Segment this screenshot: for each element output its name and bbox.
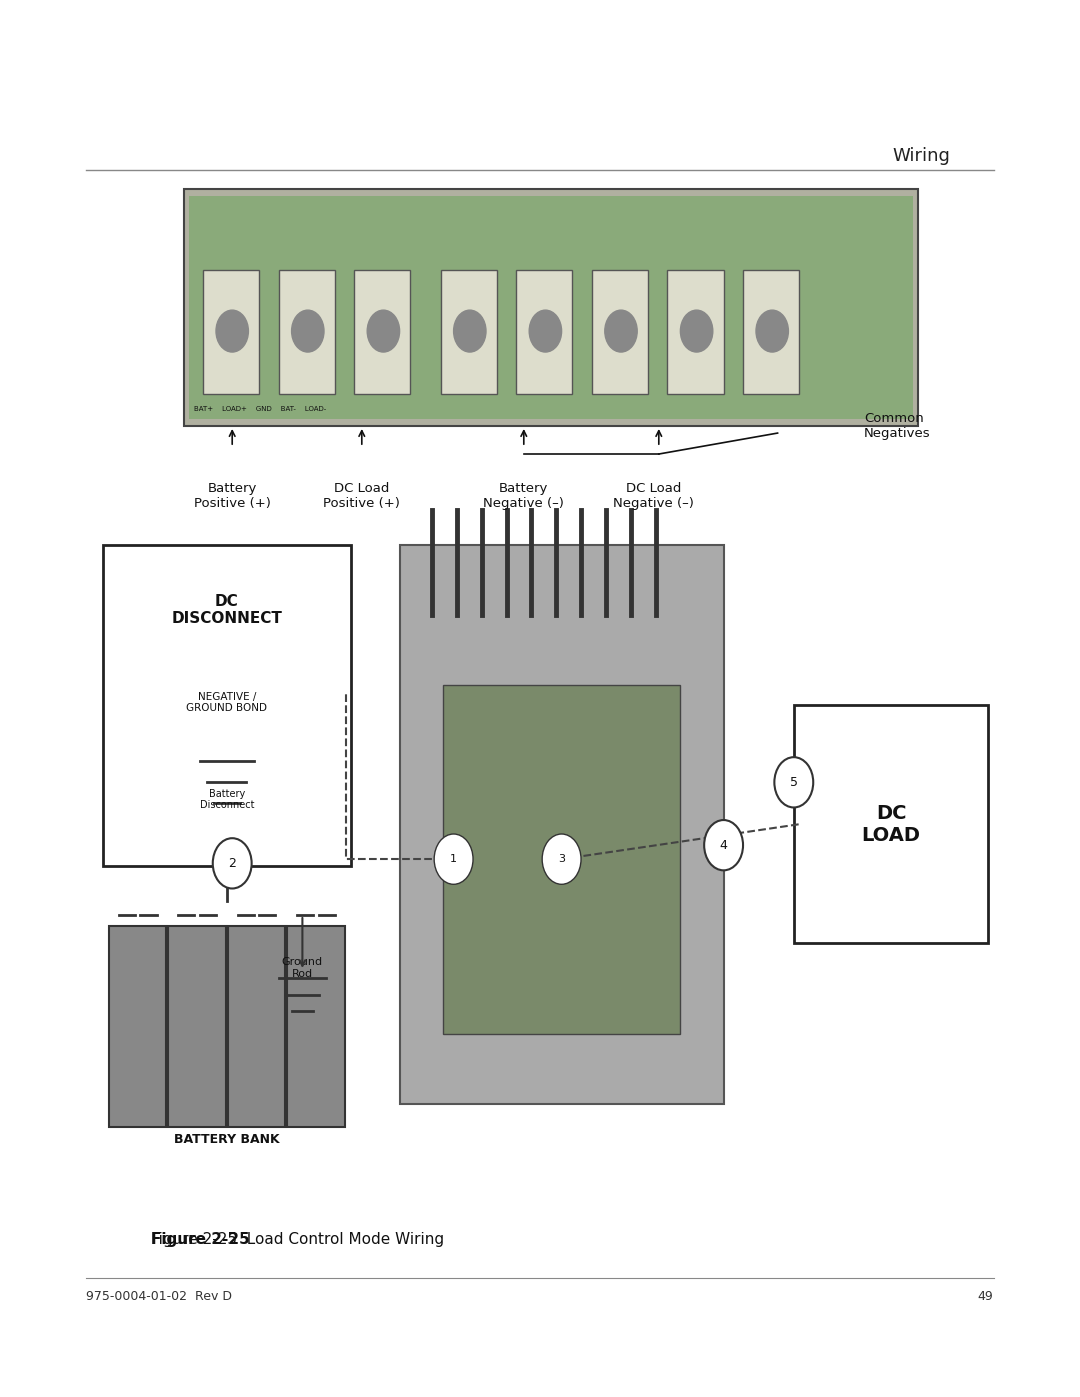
FancyBboxPatch shape	[743, 270, 799, 394]
FancyBboxPatch shape	[592, 270, 648, 394]
FancyBboxPatch shape	[516, 270, 572, 394]
Circle shape	[529, 310, 562, 352]
FancyBboxPatch shape	[168, 926, 226, 1127]
Text: 4: 4	[719, 838, 728, 852]
Text: DC Load
Positive (+): DC Load Positive (+)	[323, 482, 401, 510]
Text: 1: 1	[450, 854, 457, 865]
Text: 975-0004-01-02  Rev D: 975-0004-01-02 Rev D	[86, 1289, 232, 1303]
FancyBboxPatch shape	[287, 926, 345, 1127]
FancyBboxPatch shape	[794, 705, 988, 943]
Text: Ground
Rod: Ground Rod	[282, 957, 323, 978]
Circle shape	[756, 310, 788, 352]
FancyBboxPatch shape	[203, 270, 259, 394]
FancyBboxPatch shape	[354, 270, 410, 394]
Circle shape	[454, 310, 486, 352]
Text: Figure 2-25: Figure 2-25	[151, 1232, 249, 1248]
Text: NEGATIVE /
GROUND BOND: NEGATIVE / GROUND BOND	[187, 692, 268, 712]
FancyBboxPatch shape	[228, 926, 285, 1127]
Circle shape	[680, 310, 713, 352]
Circle shape	[292, 310, 324, 352]
FancyBboxPatch shape	[109, 926, 166, 1127]
Text: Wiring: Wiring	[892, 147, 950, 165]
FancyBboxPatch shape	[279, 270, 335, 394]
Circle shape	[774, 757, 813, 807]
Text: DC Load
Negative (–): DC Load Negative (–)	[613, 482, 693, 510]
FancyBboxPatch shape	[443, 685, 680, 1034]
FancyBboxPatch shape	[667, 270, 724, 394]
Circle shape	[213, 838, 252, 888]
FancyBboxPatch shape	[441, 270, 497, 394]
Text: DC
LOAD: DC LOAD	[862, 803, 920, 845]
Text: 49: 49	[977, 1289, 994, 1303]
Text: BAT+    LOAD+    GND    BAT-    LOAD-: BAT+ LOAD+ GND BAT- LOAD-	[194, 407, 326, 412]
FancyBboxPatch shape	[184, 189, 918, 426]
Text: Figure 2-25  Load Control Mode Wiring: Figure 2-25 Load Control Mode Wiring	[151, 1232, 444, 1248]
Circle shape	[434, 834, 473, 884]
Text: Battery
Positive (+): Battery Positive (+)	[193, 482, 271, 510]
Circle shape	[542, 834, 581, 884]
Text: DC
DISCONNECT: DC DISCONNECT	[172, 594, 282, 626]
FancyBboxPatch shape	[103, 545, 351, 866]
Circle shape	[367, 310, 400, 352]
FancyBboxPatch shape	[189, 196, 913, 419]
Text: 2: 2	[228, 856, 237, 870]
Text: Battery
Negative (–): Battery Negative (–)	[484, 482, 564, 510]
Text: 5: 5	[789, 775, 798, 789]
FancyBboxPatch shape	[400, 545, 724, 1104]
Text: 3: 3	[558, 854, 565, 865]
Circle shape	[704, 820, 743, 870]
Circle shape	[216, 310, 248, 352]
Circle shape	[605, 310, 637, 352]
Text: Battery
Disconnect: Battery Disconnect	[200, 789, 254, 810]
Text: BATTERY BANK: BATTERY BANK	[174, 1133, 280, 1146]
Text: Common
Negatives: Common Negatives	[864, 412, 931, 440]
